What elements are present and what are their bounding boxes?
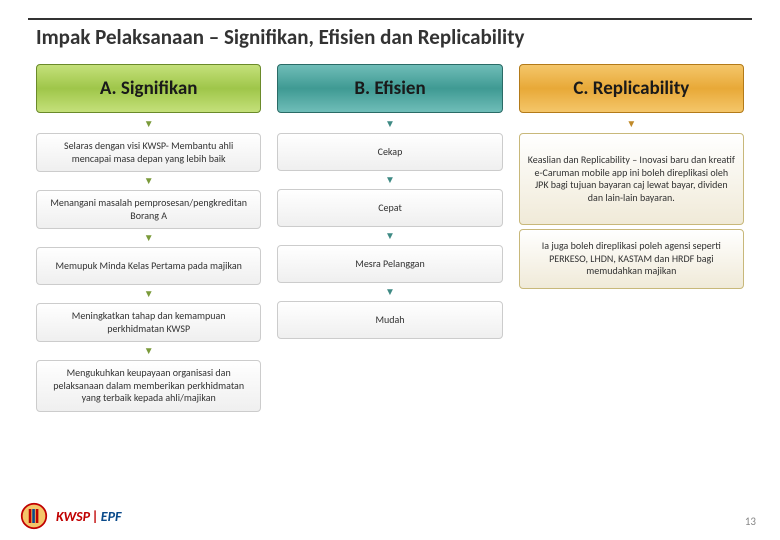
col-c-item-2: Ia juga boleh direplikasi poleh agensi s… (519, 229, 744, 289)
epf-label: EPF (101, 508, 122, 525)
column-a: A. Signifikan ▼ Selaras dengan visi KWSP… (36, 64, 261, 416)
arrow-down-icon: ▼ (626, 119, 636, 129)
arrow-down-icon: ▼ (385, 231, 395, 241)
column-b: B. Efisien ▼ Cekap ▼ Cepat ▼ Mesra Pelan… (277, 64, 502, 416)
header-b: B. Efisien (277, 64, 502, 113)
kwsp-label: KWSP (56, 508, 90, 525)
footer-logo-text: KWSP | EPF (56, 508, 121, 525)
footer-logo-block: KWSP | EPF (20, 502, 121, 530)
col-a-item-1: Selaras dengan visi KWSP- Membantu ahli … (36, 133, 261, 172)
title-rule (28, 18, 752, 20)
col-a-item-3: Memupuk Minda Kelas Pertama pada majikan (36, 247, 261, 285)
page-number: 13 (745, 515, 756, 528)
col-b-item-1: Cekap (277, 133, 502, 171)
col-b-item-4: Mudah (277, 301, 502, 339)
col-a-item-5: Mengukuhkan keupayaan organisasi dan pel… (36, 360, 261, 412)
arrow-down-icon: ▼ (385, 119, 395, 129)
arrow-down-icon: ▼ (144, 233, 154, 243)
arrow-down-icon: ▼ (144, 346, 154, 356)
header-c: C. Replicability (519, 64, 744, 113)
arrow-down-icon: ▼ (385, 287, 395, 297)
col-a-item-4: Meningkatkan tahap dan kemampuan perkhid… (36, 303, 261, 342)
col-b-item-2: Cepat (277, 189, 502, 227)
arrow-down-icon: ▼ (385, 175, 395, 185)
columns-container: A. Signifikan ▼ Selaras dengan visi KWSP… (28, 64, 752, 416)
col-b-item-3: Mesra Pelanggan (277, 245, 502, 283)
kwsp-logo-icon (20, 502, 48, 530)
col-c-item-1: Keaslian dan Replicability – Inovasi bar… (519, 133, 744, 225)
logo-separator: | (92, 508, 99, 525)
arrow-down-icon: ▼ (144, 119, 154, 129)
header-a: A. Signifikan (36, 64, 261, 113)
arrow-down-icon: ▼ (144, 176, 154, 186)
column-c: C. Replicability ▼ Keaslian dan Replicab… (519, 64, 744, 416)
page-title: Impak Pelaksanaan – Signifikan, Efisien … (28, 24, 752, 50)
col-a-item-2: Menangani masalah pemprosesan/pengkredit… (36, 190, 261, 229)
arrow-down-icon: ▼ (144, 289, 154, 299)
